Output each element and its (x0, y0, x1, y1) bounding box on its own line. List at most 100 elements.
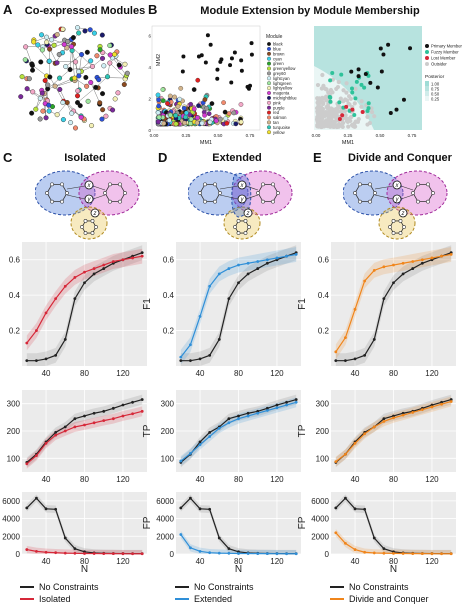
network-node (29, 62, 35, 68)
primary-point (394, 107, 399, 112)
module-node (411, 191, 415, 195)
x-tick-label: 40 (42, 557, 51, 566)
data-point (73, 551, 77, 555)
network-node (24, 86, 30, 92)
scatter-point (172, 94, 177, 100)
outsider-point (341, 88, 346, 93)
data-point (208, 551, 212, 555)
data-point (363, 432, 367, 436)
posterior-tick: 0.25 (431, 97, 440, 102)
module-node (90, 231, 95, 235)
data-point (246, 261, 250, 265)
data-point (440, 254, 443, 258)
data-point (179, 506, 183, 510)
network-node (69, 44, 75, 50)
data-point (111, 406, 115, 410)
legend-dot (267, 42, 271, 46)
scatter-point (218, 59, 223, 64)
network-node (30, 67, 36, 73)
data-point (121, 414, 125, 418)
outsider-point (344, 81, 349, 86)
network-node (78, 114, 84, 120)
module-node (203, 199, 207, 204)
scatter-point (249, 41, 254, 46)
scatter-point (194, 120, 200, 126)
outsider-point (317, 112, 323, 117)
module-node (431, 191, 435, 195)
scatter-point (233, 121, 239, 127)
scatter-point (160, 98, 166, 104)
scatter-point (167, 93, 173, 99)
x-tick-label: 80 (80, 369, 89, 378)
legend-c: No Constraints Isolated (20, 582, 150, 604)
network-node (31, 39, 37, 45)
network-node (94, 53, 100, 59)
y-tick-label: 0.6 (163, 256, 175, 265)
data-point (198, 440, 202, 444)
x-tick-label: 0.75 (408, 133, 417, 138)
module-node (118, 199, 122, 204)
data-point (217, 536, 221, 540)
network-node (110, 107, 116, 113)
network-node (75, 93, 81, 99)
outsider-point (325, 104, 331, 109)
data-point (63, 536, 67, 540)
scatter-point (173, 121, 179, 127)
fuzzy-point (365, 108, 370, 113)
y-axis-label: MM2 (156, 54, 162, 66)
panel-title-e: Divide and Conquer (348, 152, 452, 164)
y-tick-label: 0.2 (318, 327, 330, 336)
network-node (22, 57, 28, 63)
variable-node (84, 180, 94, 190)
data-point (92, 272, 96, 276)
scatter-point (239, 68, 244, 73)
module-blue-blob (35, 170, 96, 216)
legend-label: yellow (273, 130, 286, 135)
legend-dot (267, 76, 271, 81)
module-node (83, 231, 88, 235)
legend-label: turquoise (273, 125, 291, 130)
network-node (89, 123, 95, 129)
outsider-point (356, 117, 361, 122)
data-point (265, 406, 269, 410)
network-node (100, 55, 106, 61)
network-node (84, 49, 90, 55)
module-node (50, 182, 54, 187)
network-node (97, 47, 103, 53)
network-node (112, 96, 118, 102)
data-point (227, 551, 231, 555)
data-point (334, 460, 338, 464)
legend-swatch (20, 598, 34, 600)
x-tick-label: 120 (425, 475, 439, 484)
scatter-point (168, 112, 173, 118)
module-node (271, 182, 275, 187)
network-node (39, 32, 45, 38)
data-point (353, 548, 357, 551)
variable-node-label: y (87, 197, 92, 203)
data-point (392, 263, 395, 267)
network-node (47, 74, 53, 80)
legend-label: Divide and Conquer (349, 594, 429, 604)
module-node (353, 191, 357, 195)
data-point (334, 359, 338, 363)
data-point (179, 533, 183, 536)
legend-dot (425, 56, 429, 60)
scatter-point (238, 119, 244, 125)
outsider-point (365, 114, 370, 119)
network-node (57, 75, 63, 81)
network-node (116, 62, 122, 68)
data-point (44, 357, 48, 361)
module-node (218, 191, 222, 195)
data-point (430, 405, 434, 409)
module-node (271, 199, 275, 204)
fuzzy-point (327, 95, 332, 100)
y-tick-label: 6000 (156, 497, 174, 506)
data-point (411, 552, 415, 556)
data-point (344, 452, 347, 456)
outsider-point (315, 124, 320, 129)
scatter-point (160, 87, 166, 92)
y-tick-label: 2000 (311, 532, 329, 541)
posterior-tick: 1.00 (431, 82, 440, 87)
network-node (46, 102, 52, 108)
network-node (37, 95, 43, 101)
